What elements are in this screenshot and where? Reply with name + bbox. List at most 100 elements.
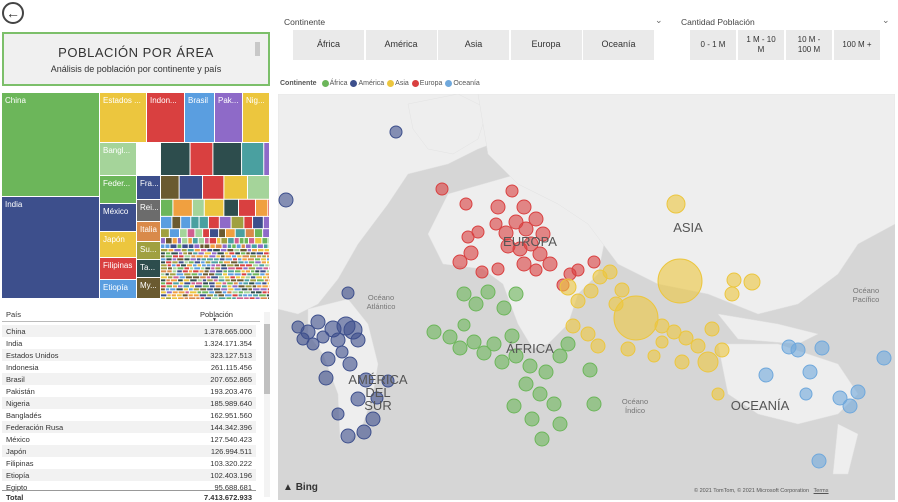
- treemap-small-tile[interactable]: [235, 276, 240, 279]
- treemap-small-tile[interactable]: [206, 276, 211, 279]
- treemap-small-tile[interactable]: [177, 258, 184, 261]
- treemap-tile-indonesia[interactable]: Indon...: [147, 93, 185, 143]
- country-bubble[interactable]: [620, 341, 636, 357]
- treemap-small-tile[interactable]: [252, 285, 257, 288]
- country-bubble[interactable]: [532, 386, 548, 402]
- treemap-small-tile[interactable]: [179, 282, 184, 285]
- treemap-small-tile[interactable]: [196, 282, 203, 285]
- table-row[interactable]: Egipto 95.688.681: [2, 481, 256, 493]
- country-bubble[interactable]: [522, 358, 538, 374]
- treemap-small-tile[interactable]: [179, 255, 184, 258]
- treemap-small-tile[interactable]: [264, 279, 269, 282]
- treemap-tile-brasil[interactable]: Brasil: [185, 93, 215, 143]
- treemap-small-tile[interactable]: [243, 291, 250, 294]
- treemap-small-tile[interactable]: [235, 229, 245, 238]
- treemap-small-tile[interactable]: [215, 267, 221, 270]
- country-bubble[interactable]: [532, 246, 548, 262]
- treemap-small-tile[interactable]: [240, 252, 246, 255]
- treemap-small-tile[interactable]: [165, 238, 172, 244]
- treemap-small-tile[interactable]: [219, 229, 226, 238]
- treemap-small-tile[interactable]: [261, 261, 266, 264]
- treemap-small-tile[interactable]: [243, 294, 248, 297]
- treemap-small-tile[interactable]: [249, 255, 257, 258]
- treemap-small-tile[interactable]: [219, 261, 223, 264]
- treemap-small-tile[interactable]: [229, 252, 235, 255]
- treemap-small-tile[interactable]: [203, 282, 209, 285]
- treemap-small-tile[interactable]: [224, 199, 239, 216]
- country-bubble[interactable]: [370, 391, 384, 405]
- treemap-small-tile[interactable]: [221, 264, 227, 267]
- treemap-small-tile[interactable]: [196, 258, 201, 261]
- treemap-small-tile[interactable]: [172, 285, 177, 288]
- treemap-tile-italy[interactable]: Italia: [137, 222, 161, 242]
- treemap-small-tile[interactable]: [257, 255, 262, 258]
- country-bubble[interactable]: [586, 396, 602, 412]
- country-bubble[interactable]: [613, 295, 659, 341]
- treemap-small-tile[interactable]: [184, 267, 190, 270]
- table-row[interactable]: China 1.378.665.000: [2, 325, 256, 337]
- treemap-small-tile[interactable]: [167, 294, 171, 297]
- terms-link[interactable]: Terms: [813, 488, 829, 494]
- treemap-small-tile[interactable]: [201, 258, 206, 261]
- treemap-small-tile[interactable]: [215, 291, 222, 294]
- treemap-small-tile[interactable]: [232, 297, 236, 299]
- world-map-svg[interactable]: Océano Atlántico Océano Pacífico Océano …: [278, 94, 895, 500]
- table-row[interactable]: México 127.540.423: [2, 433, 256, 445]
- table-row[interactable]: Nigeria 185.989.640: [2, 397, 256, 409]
- country-bubble[interactable]: [697, 351, 719, 373]
- country-bubble[interactable]: [494, 354, 510, 370]
- treemap-small-tile[interactable]: [206, 264, 211, 267]
- country-bubble[interactable]: [666, 324, 682, 340]
- country-bubble[interactable]: [452, 254, 468, 270]
- treemap-small-tile[interactable]: [161, 267, 168, 270]
- country-bubble[interactable]: [726, 272, 742, 288]
- legend-item[interactable]: África: [321, 80, 347, 87]
- treemap-small-tile[interactable]: [267, 282, 269, 285]
- country-bubble[interactable]: [758, 367, 774, 383]
- treemap-small-tile[interactable]: [259, 294, 266, 297]
- treemap-small-tile[interactable]: [178, 252, 183, 255]
- country-bubble[interactable]: [559, 278, 577, 296]
- treemap-small-tile[interactable]: [232, 291, 238, 294]
- treemap-small-tile[interactable]: [196, 297, 200, 299]
- treemap-small-tile[interactable]: [176, 273, 184, 276]
- country-bubble[interactable]: [356, 424, 372, 440]
- treemap-small-tile[interactable]: [161, 176, 179, 199]
- treemap-small-tile[interactable]: [177, 238, 182, 244]
- country-bubble[interactable]: [654, 318, 670, 334]
- treemap-small-tile[interactable]: [269, 267, 270, 270]
- treemap-small-tile[interactable]: [194, 249, 200, 252]
- treemap-small-tile[interactable]: [161, 255, 165, 258]
- treemap-small-tile[interactable]: [225, 279, 230, 282]
- treemap-small-tile[interactable]: [174, 249, 181, 252]
- country-bubble[interactable]: [790, 342, 806, 358]
- treemap-small-tile[interactable]: [177, 285, 183, 288]
- treemap-small-tile[interactable]: [245, 229, 254, 238]
- treemap-small-tile[interactable]: [186, 264, 193, 267]
- treemap-small-tile[interactable]: [255, 238, 262, 244]
- treemap-small-tile[interactable]: [206, 258, 213, 261]
- treemap-small-tile[interactable]: [213, 288, 221, 291]
- treemap-small-tile[interactable]: [204, 252, 211, 255]
- treemap-small-tile[interactable]: [228, 273, 234, 276]
- treemap-small-tile[interactable]: [188, 261, 194, 264]
- treemap-small-tile[interactable]: [255, 291, 262, 294]
- treemap-tile-russia[interactable]: Feder...: [100, 176, 137, 204]
- treemap-small-tile[interactable]: [197, 264, 202, 267]
- treemap-small-tile[interactable]: [198, 252, 204, 255]
- country-bubble[interactable]: [491, 262, 505, 276]
- country-bubble[interactable]: [341, 286, 355, 300]
- treemap-small-tile[interactable]: [259, 264, 265, 267]
- treemap-small-tile[interactable]: [166, 291, 172, 294]
- treemap-small-tile[interactable]: [198, 273, 202, 276]
- treemap-small-tile[interactable]: [185, 276, 192, 279]
- treemap-small-tile[interactable]: [184, 261, 188, 264]
- treemap-tile-uk[interactable]: Rei...: [137, 200, 161, 222]
- treemap-small-tile[interactable]: [220, 255, 225, 258]
- treemap-small-tile[interactable]: [194, 267, 201, 270]
- country-bubble[interactable]: [489, 217, 503, 231]
- treemap-small-tile[interactable]: [201, 261, 205, 264]
- treemap-small-tile[interactable]: [171, 294, 176, 297]
- country-bubble[interactable]: [528, 211, 544, 227]
- treemap-small-tile[interactable]: [203, 229, 209, 238]
